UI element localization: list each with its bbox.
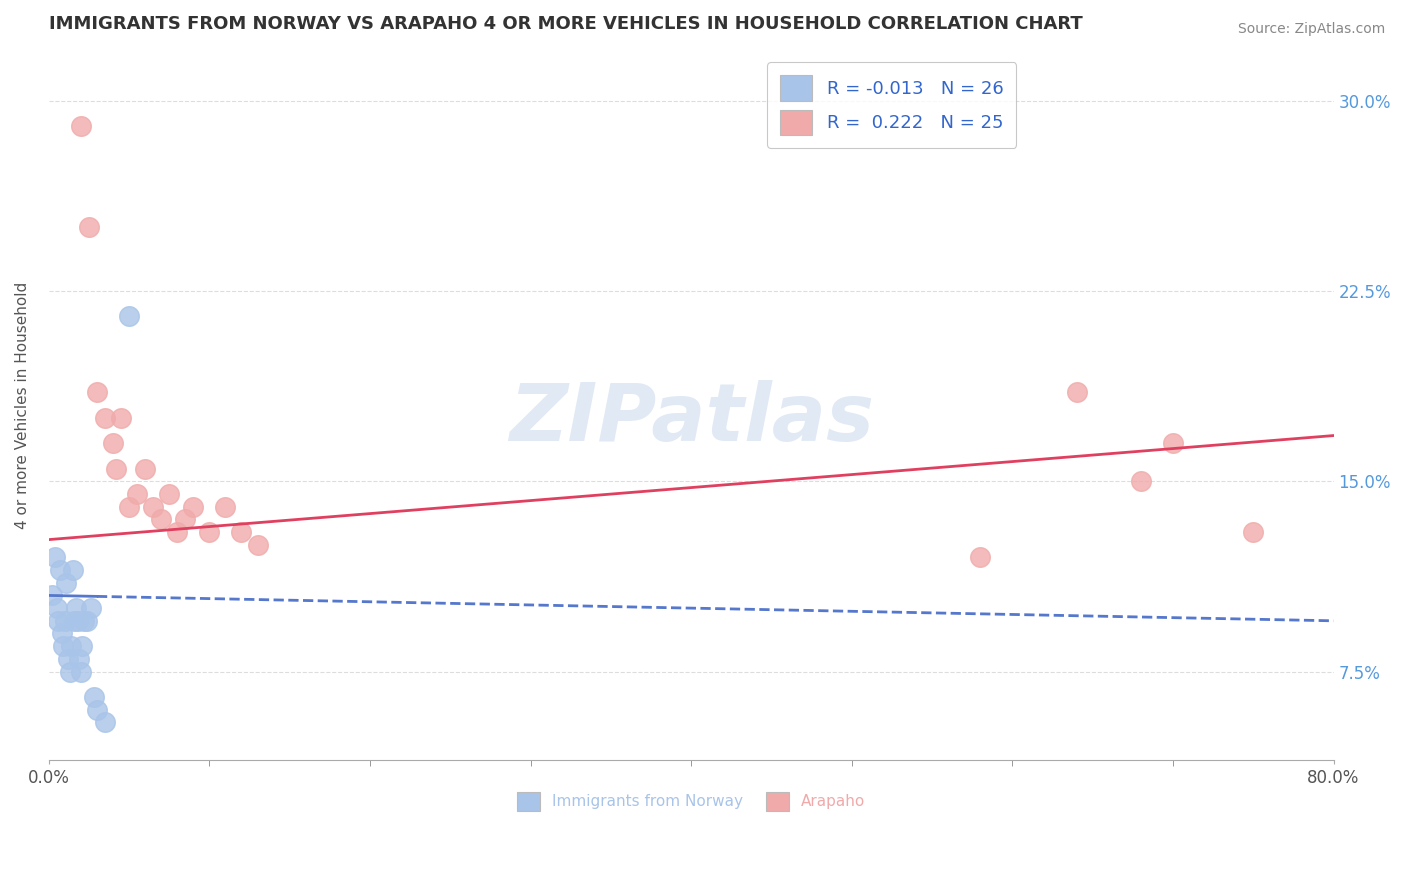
Point	[62, 563, 84, 577]
Point	[76, 614, 98, 628]
Point	[55, 575, 77, 590]
Legend: Immigrants from Norway, Arapaho: Immigrants from Norway, Arapaho	[510, 786, 872, 817]
Point	[67, 652, 90, 666]
Point	[118, 310, 141, 324]
Point	[142, 500, 165, 514]
Point	[110, 410, 132, 425]
Point	[63, 614, 86, 628]
Text: IMMIGRANTS FROM NORWAY VS ARAPAHO 4 OR MORE VEHICLES IN HOUSEHOLD CORRELATION CH: IMMIGRANTS FROM NORWAY VS ARAPAHO 4 OR M…	[49, 15, 1083, 33]
Point	[150, 512, 173, 526]
Point	[246, 538, 269, 552]
Point	[44, 550, 66, 565]
Point	[1161, 436, 1184, 450]
Point	[94, 410, 117, 425]
Point	[52, 639, 75, 653]
Point	[86, 385, 108, 400]
Point	[83, 690, 105, 704]
Point	[70, 665, 93, 679]
Point	[45, 601, 67, 615]
Point	[51, 626, 73, 640]
Point	[1241, 524, 1264, 539]
Point	[70, 119, 93, 133]
Point	[53, 614, 76, 628]
Point	[48, 614, 70, 628]
Point	[73, 614, 96, 628]
Point	[181, 500, 204, 514]
Point	[77, 220, 100, 235]
Point	[157, 487, 180, 501]
Text: ZIPatlas: ZIPatlas	[509, 380, 873, 458]
Point	[125, 487, 148, 501]
Point	[969, 550, 991, 565]
Text: Source: ZipAtlas.com: Source: ZipAtlas.com	[1237, 22, 1385, 37]
Point	[134, 461, 156, 475]
Point	[1066, 385, 1088, 400]
Point	[56, 652, 79, 666]
Point	[86, 703, 108, 717]
Point	[231, 524, 253, 539]
Point	[105, 461, 128, 475]
Point	[94, 715, 117, 730]
Point	[66, 614, 89, 628]
Point	[1129, 475, 1152, 489]
Point	[41, 589, 63, 603]
Point	[118, 500, 141, 514]
Point	[72, 639, 94, 653]
Point	[101, 436, 124, 450]
Point	[79, 601, 101, 615]
Point	[65, 601, 87, 615]
Point	[214, 500, 236, 514]
Point	[59, 665, 82, 679]
Point	[166, 524, 188, 539]
Point	[174, 512, 197, 526]
Y-axis label: 4 or more Vehicles in Household: 4 or more Vehicles in Household	[15, 282, 30, 529]
Point	[198, 524, 221, 539]
Point	[49, 563, 72, 577]
Point	[60, 639, 83, 653]
